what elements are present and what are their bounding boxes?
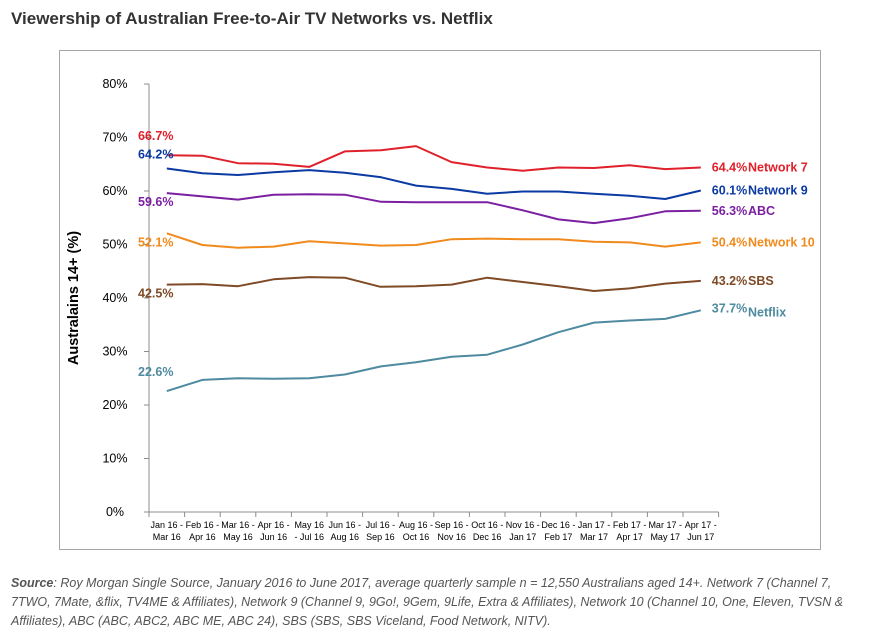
y-axis-title: Australains 14+ (%) [66,231,82,365]
x-tick-label: Feb 17 [544,532,572,542]
series-name-label: Network 9 [748,183,808,197]
data-label-start: 66.7% [138,129,173,143]
x-tick-label: Nov 16 [437,532,466,542]
series-name-label: ABC [748,204,775,218]
x-tick-label: Jun 17 [687,532,714,542]
source-label: Source [11,576,54,590]
x-tick-label: Sep 16 [366,532,395,542]
series-line-abc [166,192,701,225]
x-tick-label: Aug 16 - [399,520,433,530]
series-line-netflix [166,309,702,393]
x-tick-label: Feb 16 - [186,520,220,530]
y-tick-label: 50% [102,238,127,252]
x-tick-label: Oct 16 - [471,520,503,530]
y-tick-label: 10% [102,452,127,466]
series-line-network-9 [166,167,702,200]
y-tick-label: 70% [102,131,127,145]
chart-frame: 0% 10% 20% 30% 40% 50% 60% 70% 80% Australains 14… [59,50,821,550]
x-tick-label: Apr 16 [189,532,216,542]
data-label-end: 37.7% [712,301,747,315]
y-tick-label: 40% [102,291,127,305]
x-tick-label: Dec 16 - [541,520,575,530]
x-tick-label: Oct 16 [403,532,430,542]
data-label-end: 56.3% [712,204,747,218]
series-line-network-10 [166,232,701,249]
data-label-start: 22.6% [138,365,173,379]
series-name-label: Network 10 [748,235,815,249]
data-label-start: 64.2% [138,148,173,162]
series-name-label: Network 7 [748,160,808,174]
x-tick-label: - Jul 16 [294,532,324,542]
y-tick-label: 60% [102,184,127,198]
x-tick-label: Mar 17 - [648,520,682,530]
data-label-start: 59.6% [138,195,173,209]
x-tick-label: Aug 16 [331,532,360,542]
x-tick-label: Jan 17 - [578,520,611,530]
y-tick-label: 20% [102,398,127,412]
line-chart: 0% 10% 20% 30% 40% 50% 60% 70% 80% Australains 14… [66,77,815,542]
x-tick-label: Jun 16 [260,532,287,542]
data-label-start: 42.5% [138,287,173,301]
x-tick-label: May 16 [223,532,253,542]
x-tick-label: Mar 17 [580,532,608,542]
x-tick-label: May 16 [294,520,324,530]
x-tick-label: Apr 16 - [258,520,290,530]
x-tick-label: May 17 [650,532,680,542]
x-tick-label: Feb 17 - [613,520,647,530]
series-line-sbs [166,276,701,292]
data-label-start: 52.1% [138,235,173,249]
x-tick-label: Apr 17 - [685,520,717,530]
x-tick-label: Jan 17 [509,532,536,542]
series-line-network-7 [166,145,701,172]
series-name-label: Netflix [748,305,786,319]
source-text: : Roy Morgan Single Source, January 2016… [11,576,844,628]
y-tick-label: 80% [102,77,127,91]
y-tick-label: 0% [106,505,124,519]
series-name-label: SBS [748,274,774,288]
x-tick-label: Mar 16 [153,532,181,542]
x-tick-label: Apr 17 [616,532,643,542]
data-label-end: 60.1% [712,183,747,197]
x-tick-label: Jul 16 - [366,520,396,530]
x-tick-label: Nov 16 - [506,520,540,530]
x-tick-label: Jun 16 - [329,520,362,530]
x-tick-label: Dec 16 [473,532,502,542]
page-title: Viewership of Australian Free-to-Air TV … [11,9,493,28]
x-tick-label: Jan 16 - [151,520,184,530]
x-tick-label: Sep 16 - [435,520,469,530]
data-label-end: 50.4% [712,235,747,249]
x-tick-label: Mar 16 - [221,520,255,530]
data-label-end: 43.2% [712,274,747,288]
data-label-end: 64.4% [712,160,747,174]
y-tick-label: 30% [102,345,127,359]
source-note: Source: Roy Morgan Single Source, Januar… [11,574,871,631]
